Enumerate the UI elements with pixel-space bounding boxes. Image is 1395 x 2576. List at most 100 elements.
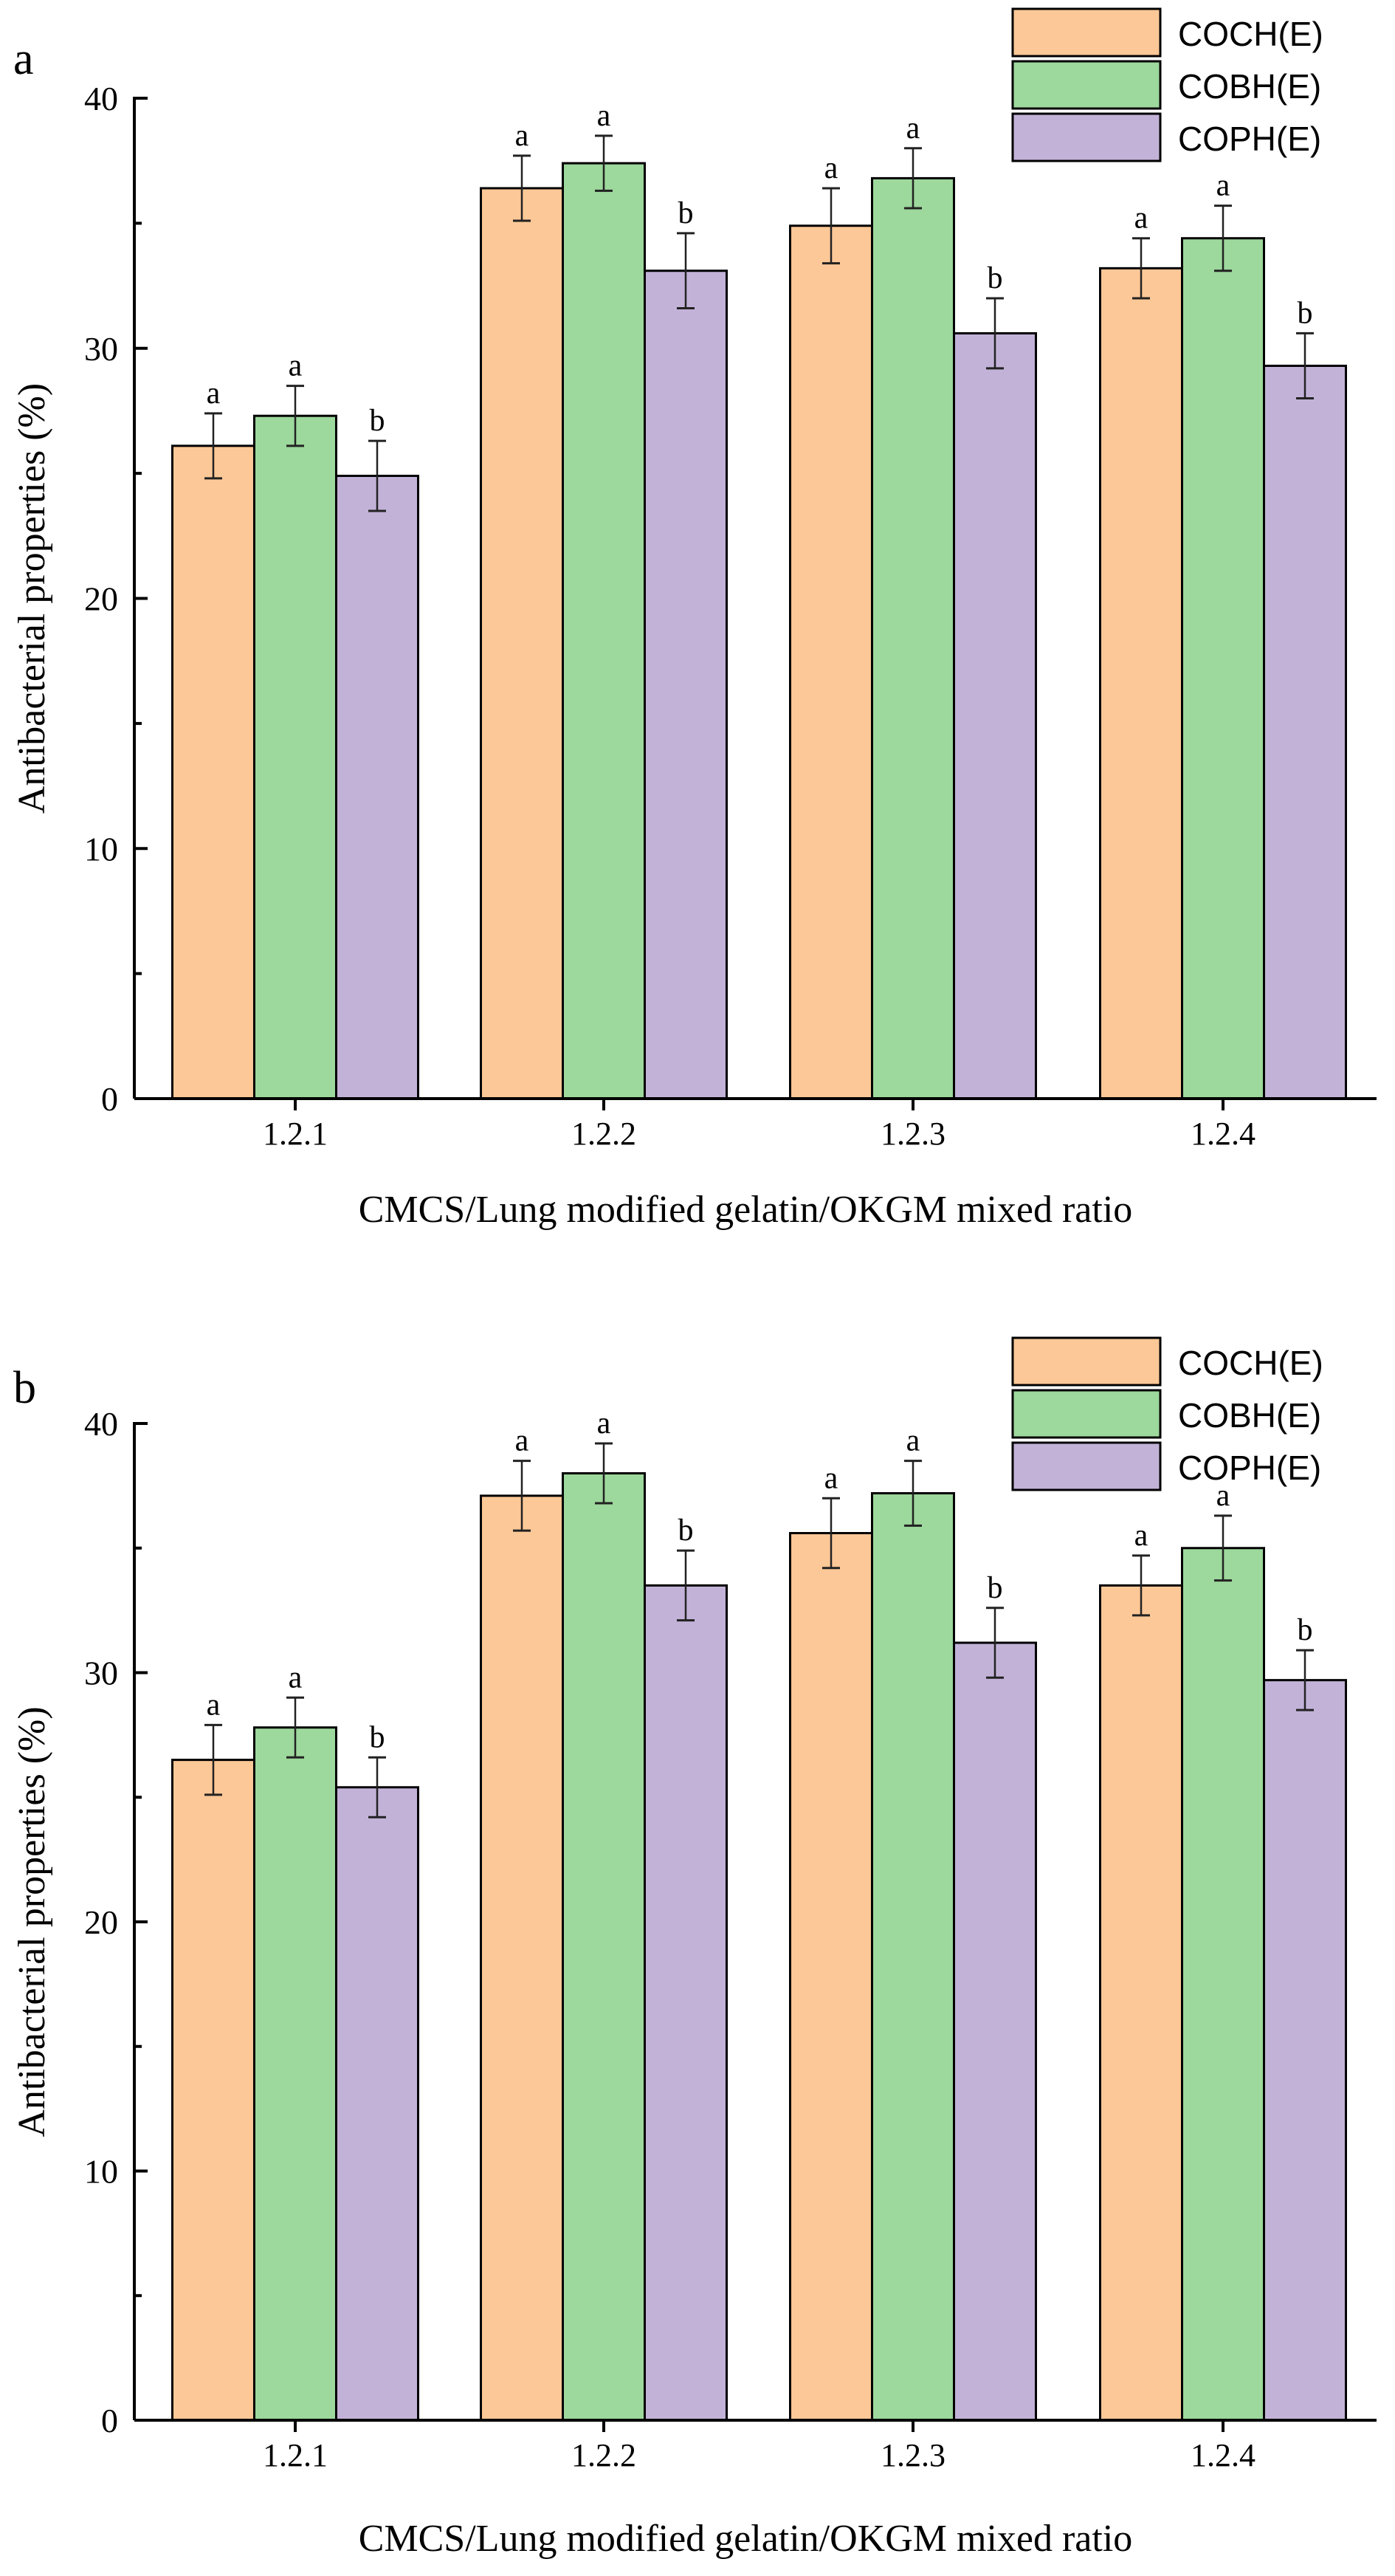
legend: COCH(E) COBH(E) COPH(E) (1011, 1336, 1323, 1491)
legend: COCH(E) COBH(E) COPH(E) (1011, 7, 1323, 162)
significance-letter: b (370, 404, 385, 438)
error-bar (1132, 237, 1150, 300)
significance-letter: a (906, 111, 920, 145)
significance-letter: a (597, 1407, 611, 1440)
legend-label: COPH(E) (1178, 120, 1321, 158)
error-bar (513, 1460, 531, 1532)
legend-swatch (1011, 1336, 1162, 1387)
error-bar (677, 232, 695, 310)
significance-letter: a (1216, 169, 1230, 203)
bar-COBH(E)-1.2.4 (1181, 237, 1265, 1100)
significance-letter: a (597, 99, 611, 133)
bar-COBH(E)-1.2.3 (871, 1492, 955, 2422)
bar-COBH(E)-1.2.1 (253, 414, 337, 1100)
error-bar (986, 297, 1004, 370)
legend-swatch (1011, 60, 1162, 110)
x-tick-label: 1.2.2 (571, 1116, 636, 1152)
x-tick-label: 1.2.1 (263, 2437, 328, 2473)
error-bar (368, 439, 386, 512)
bar-COBH(E)-1.2.2 (562, 162, 646, 1100)
error-bar (204, 1723, 222, 1796)
x-tick-label: 1.2.3 (881, 2437, 946, 2473)
x-axis-label: CMCS/Lung modified gelatin/OKGM mixed ra… (359, 2518, 1133, 2560)
significance-letter: a (1134, 202, 1148, 236)
bar-COPH(E)-1.2.1 (335, 1786, 419, 2422)
error-bar (822, 1497, 840, 1570)
legend-swatch (1011, 1441, 1162, 1491)
bar-COCH(E)-1.2.1 (171, 1759, 255, 2422)
bar-COBH(E)-1.2.4 (1181, 1547, 1265, 2422)
panel-label: a (13, 34, 34, 84)
significance-letter: a (1216, 1479, 1230, 1513)
x-tick-label: 1.2.4 (1191, 2437, 1256, 2473)
legend-label: COCH(E) (1178, 1344, 1323, 1382)
bar-COPH(E)-1.2.1 (335, 475, 419, 1100)
error-bar (904, 147, 922, 210)
significance-letter: a (515, 1424, 529, 1458)
y-axis-label: Antibacterial properties (%) (11, 1706, 53, 2137)
y-tick-label: 30 (84, 1655, 118, 1692)
significance-letter: a (207, 1688, 221, 1722)
significance-letter: b (370, 1720, 385, 1754)
y-tick-label: 30 (84, 330, 118, 368)
bar-COBH(E)-1.2.1 (253, 1726, 337, 2422)
bar-COPH(E)-1.2.3 (953, 1641, 1037, 2422)
error-bar (822, 187, 840, 265)
legend-swatch (1011, 1389, 1162, 1439)
error-bar (1296, 1649, 1314, 1711)
y-tick-label: 0 (101, 1080, 118, 1118)
significance-letter: b (1298, 1613, 1313, 1647)
legend-label: COPH(E) (1178, 1449, 1321, 1487)
chart-panel-a: a a a a a a a a a b b b b 0 10 20 30 40 1.2.1 1.2.2 1.2.3 1.2… (11, 7, 1377, 1231)
bar-COBH(E)-1.2.2 (562, 1472, 646, 2422)
error-bar (677, 1549, 695, 1622)
error-bar (1214, 1514, 1232, 1582)
error-bar (1132, 1554, 1150, 1617)
bar-COCH(E)-1.2.4 (1099, 1584, 1183, 2422)
bar-COPH(E)-1.2.2 (644, 269, 728, 1100)
significance-letter: a (824, 1461, 838, 1495)
legend-label: COBH(E) (1178, 67, 1321, 106)
bar-COCH(E)-1.2.3 (789, 224, 873, 1100)
panel-label: b (13, 1363, 36, 1413)
significance-letter: a (1134, 1519, 1148, 1553)
error-bar (1296, 332, 1314, 399)
legend-label: COCH(E) (1178, 15, 1323, 53)
significance-letter: a (207, 377, 221, 411)
significance-letter: a (515, 119, 529, 153)
y-tick-label: 20 (84, 1903, 118, 1941)
legend-swatch (1011, 7, 1162, 58)
legend-label: COBH(E) (1178, 1396, 1321, 1435)
x-tick-label: 1.2.4 (1191, 1116, 1256, 1152)
error-bar (286, 385, 304, 447)
bar-COCH(E)-1.2.3 (789, 1532, 873, 2422)
bar-COBH(E)-1.2.3 (871, 176, 955, 1100)
x-axis-label: CMCS/Lung modified gelatin/OKGM mixed ra… (359, 1189, 1133, 1231)
y-tick-label: 10 (84, 830, 118, 868)
y-tick-label: 40 (84, 1405, 118, 1443)
error-bar (513, 154, 531, 222)
error-bar (595, 1442, 613, 1505)
bar-COCH(E)-1.2.1 (171, 444, 255, 1100)
bar-COPH(E)-1.2.3 (953, 332, 1037, 1100)
error-bar (904, 1460, 922, 1527)
bar-COPH(E)-1.2.2 (644, 1584, 728, 2422)
error-bar (986, 1607, 1004, 1679)
significance-letter: a (289, 1660, 303, 1694)
significance-letter: b (678, 1514, 694, 1548)
x-tick-label: 1.2.3 (881, 1116, 946, 1152)
y-axis-label: Antibacterial properties (%) (11, 383, 53, 814)
significance-letter: a (906, 1424, 920, 1458)
significance-letter: b (988, 261, 1003, 295)
significance-letter: b (678, 196, 694, 230)
bar-COCH(E)-1.2.2 (480, 187, 564, 1100)
significance-letter: a (289, 349, 303, 383)
bar-COPH(E)-1.2.4 (1263, 364, 1347, 1100)
x-tick-label: 1.2.2 (571, 2437, 636, 2473)
significance-letter: b (1298, 296, 1313, 330)
significance-letter: a (824, 151, 838, 185)
bar-COPH(E)-1.2.4 (1263, 1679, 1347, 2422)
significance-letter: b (988, 1571, 1003, 1605)
chart-panel-b: b a a a a a a a a b b b b 0 10 20 30 40 1.2.1 1.2.2 1.2.3 1.2… (11, 1336, 1377, 2560)
